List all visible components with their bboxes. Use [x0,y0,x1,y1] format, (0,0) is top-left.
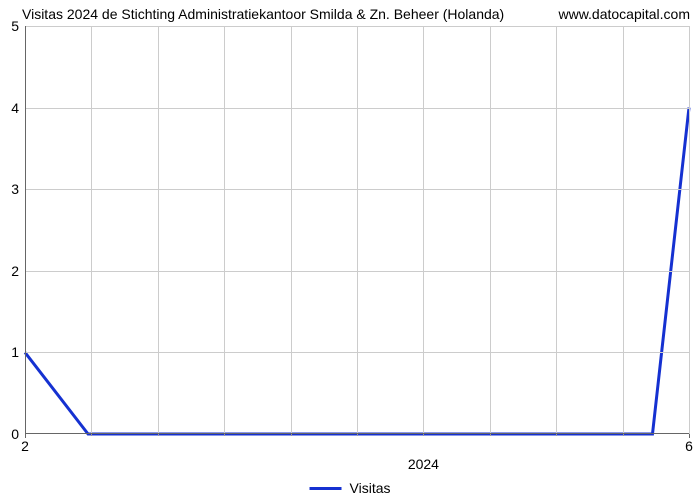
title-attribution: www.datocapital.com [558,6,690,22]
grid-line-v [623,26,624,434]
grid-line-v [423,26,424,434]
ytick-label: 5 [11,18,19,34]
grid-line-h [25,108,689,109]
legend: Visitas [310,480,391,496]
xtick-minor [224,434,225,436]
plot-area: 012345262024 [25,26,689,434]
grid-line-v [490,26,491,434]
xtick-minor [158,434,159,436]
y-axis [25,26,26,434]
grid-line-v [689,26,690,434]
xtick-minor [91,434,92,436]
ytick-label: 4 [11,100,19,116]
grid-line-h [25,352,689,353]
xtick-label: 6 [685,438,693,454]
xtick-minor [556,434,557,436]
xtick-minor [423,434,424,436]
ytick-label: 1 [11,344,19,360]
grid-line-v [91,26,92,434]
title-main: Visitas 2024 de Stichting Administratiek… [22,6,504,22]
ytick-label: 3 [11,181,19,197]
xtick-label: 2 [21,438,29,454]
grid-line-v [357,26,358,434]
xtick-minor [357,434,358,436]
grid-line-h [25,189,689,190]
year-label: 2024 [408,456,439,472]
chart-title: Visitas 2024 de Stichting Administratiek… [22,6,690,22]
grid-line-v [556,26,557,434]
xtick-minor [490,434,491,436]
xtick-minor [291,434,292,436]
ytick-label: 0 [11,426,19,442]
grid-line-v [224,26,225,434]
grid-line-v [158,26,159,434]
grid-line-h [25,26,689,27]
xtick-minor [623,434,624,436]
ytick-label: 2 [11,263,19,279]
legend-label: Visitas [350,480,391,496]
grid-line-v [291,26,292,434]
legend-swatch [310,487,342,490]
grid-line-h [25,271,689,272]
